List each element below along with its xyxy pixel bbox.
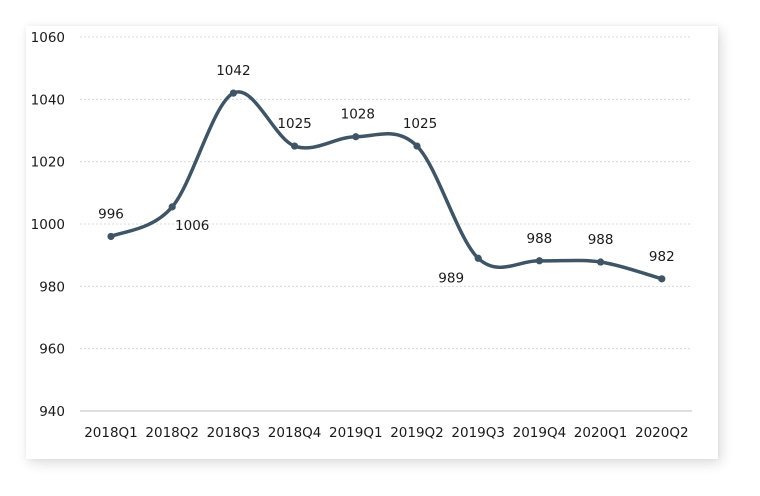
data-label: 1006: [175, 218, 209, 234]
series-line: [109, 90, 664, 281]
data-label: 1042: [216, 63, 250, 79]
data-label: 988: [588, 232, 614, 248]
x-tick-label: 2019Q3: [451, 425, 505, 441]
y-tick-label: 1000: [31, 217, 65, 233]
data-point: [107, 232, 115, 241]
y-tick-label: 1060: [31, 30, 65, 46]
data-point: [413, 142, 421, 150]
x-tick-label: 2020Q2: [635, 425, 689, 441]
data-labels: 996 1006 1042 1025 1028 1025 989 988 988 982: [98, 63, 675, 286]
data-point: [291, 142, 299, 150]
data-point: [474, 254, 482, 262]
x-tick-label: 2018Q1: [84, 425, 138, 441]
series: [107, 89, 666, 283]
data-label: 996: [98, 206, 124, 222]
axes: 940 960 980 1000 1020 1040 1060 2018Q1 2018Q2 201…: [31, 30, 692, 441]
x-tick-label: 2018Q3: [207, 425, 261, 441]
data-label: 982: [649, 249, 675, 265]
x-tick-label: 2018Q4: [268, 425, 322, 441]
x-tick-label: 2019Q4: [513, 425, 567, 441]
data-point: [352, 133, 360, 141]
x-tick-label: 2019Q1: [329, 425, 383, 441]
data-point: [535, 257, 544, 265]
gridlines: [80, 36, 692, 350]
data-label: 1025: [403, 116, 437, 132]
x-tick-label: 2018Q2: [145, 425, 199, 441]
chart-card: [26, 26, 718, 459]
y-tick-label: 940: [39, 404, 65, 420]
data-point: [597, 258, 605, 266]
data-point: [168, 203, 176, 211]
data-point: [229, 89, 237, 97]
data-label: 1028: [341, 107, 375, 123]
x-tick-label: 2020Q1: [574, 425, 628, 441]
y-tick-label: 1040: [31, 92, 65, 108]
data-label: 989: [438, 270, 464, 286]
data-point: [658, 275, 666, 283]
data-label: 988: [527, 231, 553, 247]
y-tick-label: 1020: [31, 155, 65, 171]
x-tick-label: 2019Q2: [390, 425, 444, 441]
data-label: 1025: [277, 116, 311, 132]
y-tick-label: 980: [39, 279, 65, 295]
y-tick-label: 960: [39, 342, 65, 358]
